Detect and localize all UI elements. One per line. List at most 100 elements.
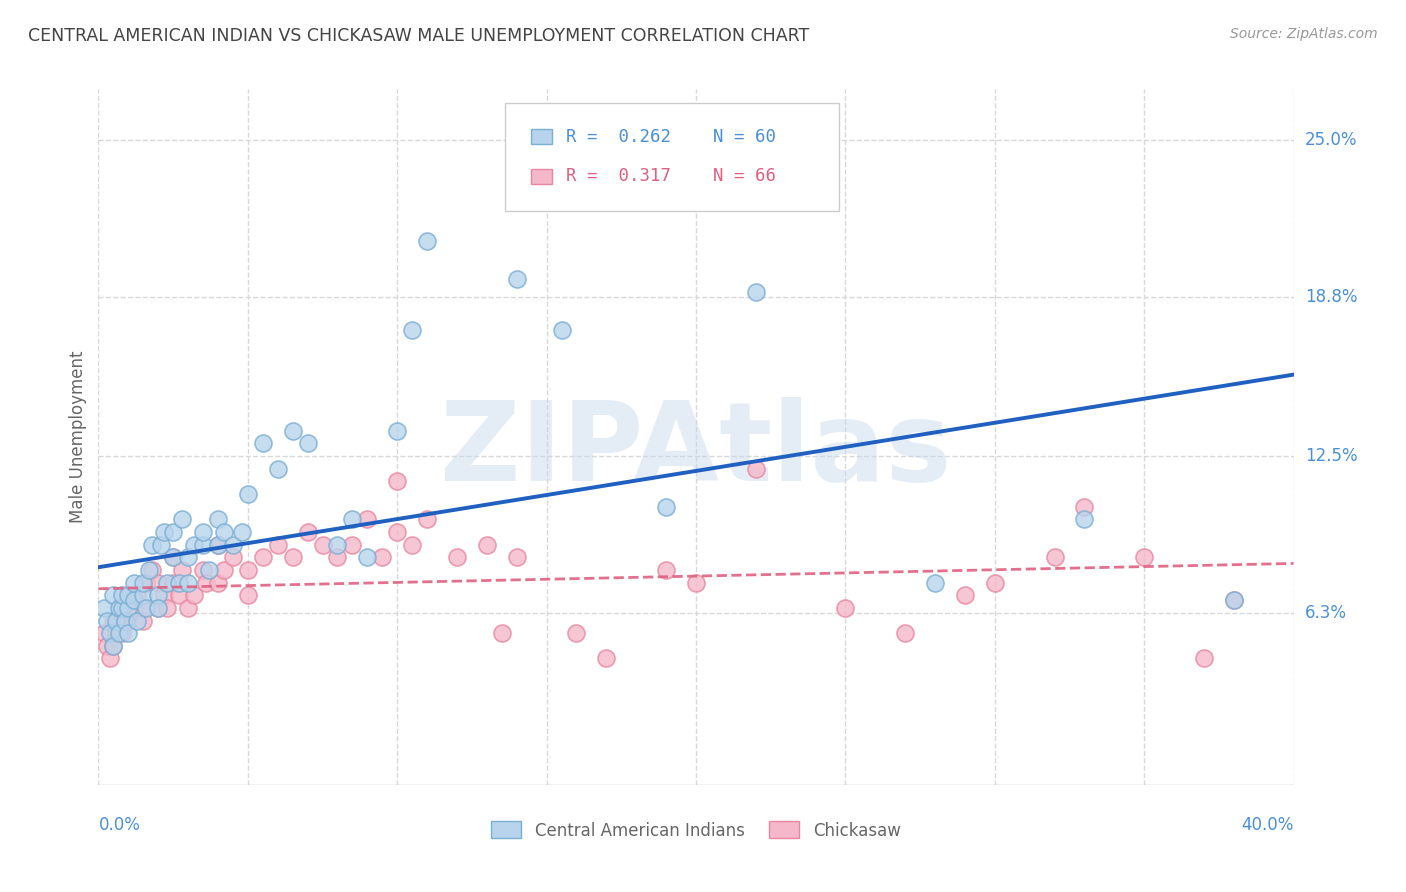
- Chickasaw: [385, 524, 409, 539]
- Text: 40.0%: 40.0%: [1241, 815, 1294, 833]
- Chickasaw: [894, 626, 917, 640]
- Central American Indians: [148, 588, 170, 602]
- Central American Indians: [127, 614, 149, 628]
- Central American Indians: [183, 538, 205, 552]
- Chickasaw: [1043, 550, 1066, 565]
- Text: CENTRAL AMERICAN INDIAN VS CHICKASAW MALE UNEMPLOYMENT CORRELATION CHART: CENTRAL AMERICAN INDIAN VS CHICKASAW MAL…: [28, 27, 810, 45]
- Chickasaw: [356, 512, 378, 526]
- Chickasaw: [342, 538, 364, 552]
- Central American Indians: [177, 575, 200, 590]
- Chickasaw: [416, 512, 439, 526]
- Central American Indians: [98, 626, 122, 640]
- Central American Indians: [124, 575, 146, 590]
- Central American Indians: [103, 639, 125, 653]
- Central American Indians: [162, 550, 184, 565]
- Central American Indians: [1073, 512, 1095, 526]
- Chickasaw: [172, 563, 194, 577]
- Y-axis label: Male Unemployment: Male Unemployment: [69, 351, 87, 524]
- Chickasaw: [108, 614, 131, 628]
- Central American Indians: [297, 436, 319, 450]
- Chickasaw: [281, 550, 304, 565]
- Chickasaw: [207, 575, 229, 590]
- Chickasaw: [834, 600, 856, 615]
- Chickasaw: [162, 550, 184, 565]
- Chickasaw: [177, 600, 200, 615]
- Central American Indians: [236, 487, 259, 501]
- Central American Indians: [111, 600, 134, 615]
- Chickasaw: [745, 461, 768, 475]
- Text: 6.3%: 6.3%: [1305, 604, 1347, 622]
- Chickasaw: [446, 550, 468, 565]
- Chickasaw: [117, 614, 139, 628]
- Chickasaw: [222, 550, 245, 565]
- Central American Indians: [117, 600, 139, 615]
- Chickasaw: [506, 550, 529, 565]
- Central American Indians: [401, 322, 423, 336]
- Chickasaw: [1192, 651, 1215, 665]
- Chickasaw: [252, 550, 274, 565]
- Central American Indians: [124, 593, 146, 607]
- Central American Indians: [132, 575, 155, 590]
- Central American Indians: [103, 588, 125, 602]
- Central American Indians: [156, 575, 179, 590]
- Bar: [531, 128, 553, 145]
- Chickasaw: [153, 588, 176, 602]
- Central American Indians: [167, 575, 190, 590]
- Chickasaw: [132, 614, 155, 628]
- Central American Indians: [148, 600, 170, 615]
- Central American Indians: [191, 538, 214, 552]
- Central American Indians: [111, 588, 134, 602]
- Central American Indians: [207, 512, 229, 526]
- Central American Indians: [252, 436, 274, 450]
- Chickasaw: [96, 639, 118, 653]
- Central American Indians: [105, 614, 128, 628]
- Central American Indians: [655, 500, 678, 514]
- Text: R =  0.262    N = 60: R = 0.262 N = 60: [567, 128, 776, 145]
- Central American Indians: [150, 538, 173, 552]
- Central American Indians: [96, 614, 118, 628]
- Central American Indians: [132, 588, 155, 602]
- Chickasaw: [371, 550, 394, 565]
- Chickasaw: [103, 614, 125, 628]
- Chickasaw: [984, 575, 1007, 590]
- Central American Indians: [231, 524, 253, 539]
- FancyBboxPatch shape: [505, 103, 839, 211]
- Chickasaw: [156, 600, 179, 615]
- Central American Indians: [198, 563, 221, 577]
- Chickasaw: [135, 575, 157, 590]
- Central American Indians: [153, 524, 176, 539]
- Central American Indians: [506, 272, 529, 286]
- Chickasaw: [385, 475, 409, 489]
- Chickasaw: [124, 600, 146, 615]
- Chickasaw: [236, 588, 259, 602]
- Chickasaw: [183, 588, 205, 602]
- Chickasaw: [267, 538, 290, 552]
- Chickasaw: [311, 538, 333, 552]
- Text: R =  0.317    N = 66: R = 0.317 N = 66: [567, 167, 776, 186]
- Chickasaw: [127, 588, 149, 602]
- Central American Indians: [108, 600, 131, 615]
- Central American Indians: [212, 524, 235, 539]
- Central American Indians: [385, 424, 409, 438]
- Chickasaw: [132, 600, 155, 615]
- Central American Indians: [550, 322, 572, 336]
- Central American Indians: [177, 550, 200, 565]
- Central American Indians: [117, 626, 139, 640]
- Central American Indians: [141, 538, 163, 552]
- Central American Indians: [138, 563, 160, 577]
- Legend: Central American Indians, Chickasaw: Central American Indians, Chickasaw: [485, 814, 907, 847]
- Chickasaw: [148, 600, 170, 615]
- Chickasaw: [105, 626, 128, 640]
- Central American Indians: [326, 538, 349, 552]
- Chickasaw: [114, 600, 136, 615]
- Text: 0.0%: 0.0%: [98, 815, 141, 833]
- Central American Indians: [356, 550, 378, 565]
- Central American Indians: [745, 285, 768, 299]
- Bar: [531, 169, 553, 184]
- Central American Indians: [281, 424, 304, 438]
- Chickasaw: [326, 550, 349, 565]
- Central American Indians: [162, 524, 184, 539]
- Central American Indians: [416, 234, 439, 248]
- Text: ZIPAtlas: ZIPAtlas: [440, 398, 952, 505]
- Chickasaw: [297, 524, 319, 539]
